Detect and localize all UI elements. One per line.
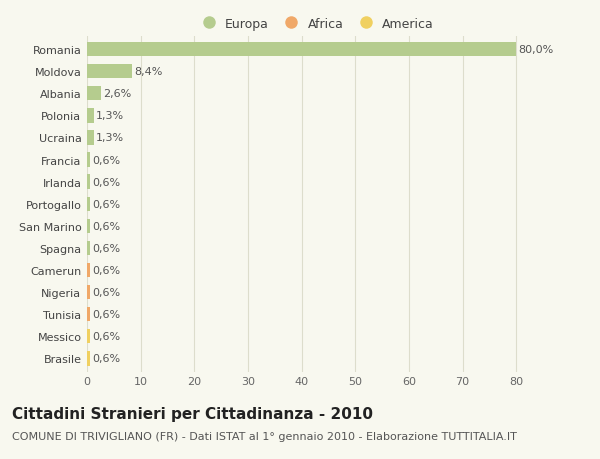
Text: COMUNE DI TRIVIGLIANO (FR) - Dati ISTAT al 1° gennaio 2010 - Elaborazione TUTTIT: COMUNE DI TRIVIGLIANO (FR) - Dati ISTAT … (12, 431, 517, 442)
Text: 2,6%: 2,6% (103, 89, 131, 99)
Legend: Europa, Africa, America: Europa, Africa, America (191, 13, 439, 36)
Text: 0,6%: 0,6% (92, 177, 121, 187)
Bar (87, 131, 94, 146)
Text: 0,6%: 0,6% (92, 155, 121, 165)
Bar (87, 197, 90, 212)
Text: 0,6%: 0,6% (92, 265, 121, 275)
Text: 8,4%: 8,4% (134, 67, 163, 77)
Bar (87, 109, 94, 123)
Bar (87, 153, 90, 168)
Bar (87, 352, 90, 366)
Text: 1,3%: 1,3% (96, 133, 124, 143)
Bar (87, 43, 516, 57)
Text: Cittadini Stranieri per Cittadinanza - 2010: Cittadini Stranieri per Cittadinanza - 2… (12, 406, 373, 421)
Text: 0,6%: 0,6% (92, 287, 121, 297)
Bar (87, 87, 101, 101)
Text: 1,3%: 1,3% (96, 111, 124, 121)
Bar (87, 241, 90, 256)
Bar (87, 285, 90, 300)
Text: 0,6%: 0,6% (92, 331, 121, 341)
Text: 0,6%: 0,6% (92, 243, 121, 253)
Text: 0,6%: 0,6% (92, 221, 121, 231)
Bar (87, 219, 90, 234)
Bar (87, 308, 90, 322)
Bar (87, 65, 132, 79)
Text: 0,6%: 0,6% (92, 353, 121, 364)
Bar (87, 175, 90, 190)
Text: 0,6%: 0,6% (92, 309, 121, 319)
Text: 0,6%: 0,6% (92, 199, 121, 209)
Text: 80,0%: 80,0% (518, 45, 554, 55)
Bar (87, 263, 90, 278)
Bar (87, 330, 90, 344)
